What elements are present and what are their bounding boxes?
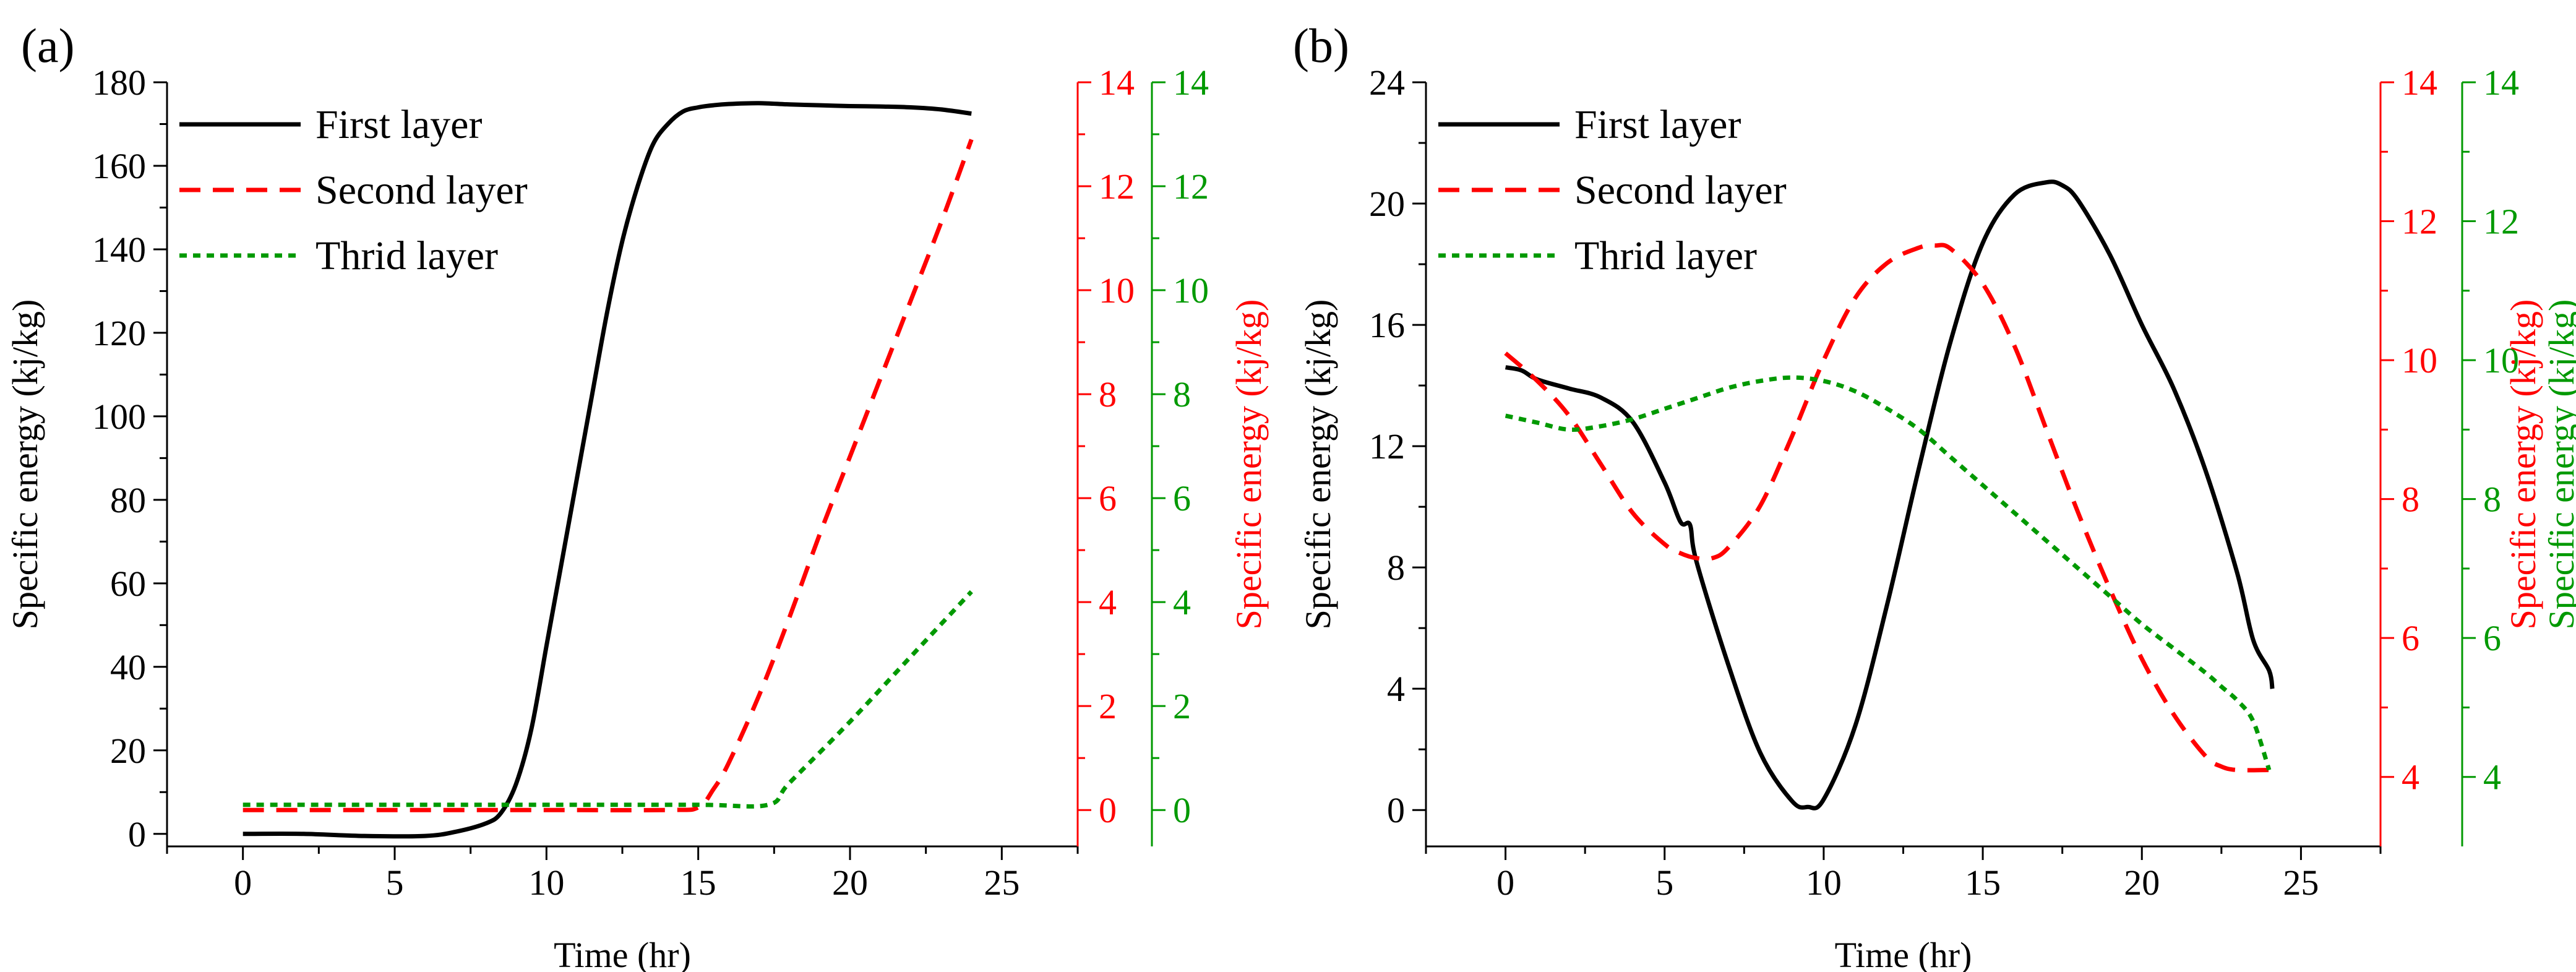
- panel-label: (a): [21, 19, 75, 72]
- y-left-tick-label: 24: [1369, 62, 1405, 103]
- y-left-tick-label: 20: [1369, 184, 1405, 224]
- y-right-2-tick-label: 6: [1173, 478, 1191, 518]
- x-tick-label: 5: [386, 862, 404, 903]
- y-right-1-tick-label: 6: [1099, 478, 1117, 518]
- y-right-1-tick-label: 14: [1099, 62, 1135, 103]
- y-right-2-tick-label: 8: [1173, 374, 1191, 415]
- y-axis-label-left: Specific energy (kj/kg): [1298, 299, 1338, 630]
- x-tick-label: 20: [832, 862, 868, 903]
- x-tick-label: 0: [234, 862, 252, 903]
- y-left-tick-label: 180: [92, 62, 146, 103]
- legend-label: First layer: [316, 102, 482, 147]
- y-left-tick-label: 40: [110, 647, 146, 687]
- y-right-2-tick-label: 10: [1173, 270, 1209, 311]
- y-right-2-tick-label: 6: [2483, 618, 2501, 658]
- y-right-1-tick-label: 12: [1099, 166, 1135, 207]
- x-tick-label: 15: [1965, 862, 2001, 903]
- y-right-1-tick-label: 8: [1099, 374, 1117, 415]
- legend-label: First layer: [1574, 102, 1741, 147]
- y-left-tick-label: 12: [1369, 426, 1405, 467]
- y-left-tick-label: 0: [1387, 790, 1405, 830]
- panel-label: (b): [1293, 19, 1349, 72]
- x-tick-label: 5: [1655, 862, 1673, 903]
- x-tick-label: 15: [680, 862, 716, 903]
- legend-label: Thrid layer: [316, 233, 498, 278]
- y-left-tick-label: 160: [92, 146, 146, 186]
- y-right-2-tick-label: 4: [1173, 582, 1191, 622]
- series-line-thrid-layer: [1505, 375, 2272, 771]
- series-line-second-layer: [1504, 243, 2270, 773]
- legend-label: Thrid layer: [1574, 233, 1757, 278]
- y-left-tick-label: 140: [92, 230, 146, 270]
- y-right-2-tick-label: 12: [1173, 166, 1209, 207]
- y-right-2-tick-label: 4: [2483, 757, 2501, 798]
- x-tick-label: 25: [2283, 862, 2319, 903]
- x-tick-label: 0: [1496, 862, 1514, 903]
- series-line-thrid-layer: [243, 590, 973, 809]
- y-axis-label-right-1: Specific energy (kj/kg): [1229, 299, 1269, 630]
- y-left-tick-label: 60: [110, 564, 146, 604]
- y-right-1-tick-label: 6: [2402, 618, 2419, 658]
- y-axis-label-right-1: Specific energy (kj/kg): [2503, 299, 2543, 630]
- y-right-1-tick-label: 10: [1099, 270, 1135, 311]
- y-right-1-tick-label: 8: [2402, 480, 2419, 520]
- x-tick-label: 25: [984, 862, 1020, 903]
- y-right-2-tick-label: 12: [2483, 202, 2519, 242]
- x-tick-label: 10: [1806, 862, 1842, 903]
- y-left-tick-label: 100: [92, 397, 146, 437]
- y-left-tick-label: 120: [92, 313, 146, 353]
- legend-label: Second layer: [316, 168, 528, 213]
- y-right-2-tick-label: 14: [1173, 62, 1209, 103]
- y-right-2-tick-label: 2: [1173, 686, 1191, 726]
- y-right-1-tick-label: 10: [2402, 340, 2437, 381]
- y-right-2-tick-label: 10: [2483, 340, 2519, 381]
- series-line-first-layer: [1505, 179, 2275, 811]
- x-tick-label: 20: [2124, 862, 2160, 903]
- y-left-tick-label: 16: [1369, 305, 1405, 345]
- y-left-tick-label: 4: [1387, 669, 1405, 709]
- y-right-1-tick-label: 2: [1099, 686, 1117, 726]
- y-axis-label-right-2: Specific energy (kj/kg): [2541, 299, 2576, 630]
- y-right-1-tick-label: 4: [1099, 582, 1117, 622]
- x-axis-label: Time (hr): [1835, 935, 1972, 972]
- y-right-2-tick-label: 8: [2483, 480, 2501, 520]
- series-line-second-layer: [243, 139, 974, 813]
- y-right-1-tick-label: 4: [2402, 757, 2419, 798]
- y-left-tick-label: 0: [128, 814, 146, 854]
- y-left-tick-label: 20: [110, 731, 146, 771]
- x-axis-label: Time (hr): [554, 935, 691, 972]
- legend-label: Second layer: [1574, 168, 1787, 213]
- y-right-2-tick-label: 14: [2483, 62, 2519, 103]
- series-line-first-layer: [243, 101, 972, 839]
- y-right-1-tick-label: 12: [2402, 202, 2437, 242]
- y-left-tick-label: 8: [1387, 548, 1405, 588]
- y-right-2-tick-label: 0: [1173, 790, 1191, 830]
- panel-b: (b) 0 5 10 15 20 25 Time (hr) 0 4 8 12 16 20 24 Specifi…: [1293, 19, 2576, 972]
- y-right-1-tick-label: 14: [2402, 62, 2437, 103]
- y-left-tick-label: 80: [110, 480, 146, 520]
- y-axis-label-left: Specific energy (kj/kg): [5, 299, 45, 630]
- y-right-1-tick-label: 0: [1099, 790, 1117, 830]
- x-tick-label: 10: [528, 862, 564, 903]
